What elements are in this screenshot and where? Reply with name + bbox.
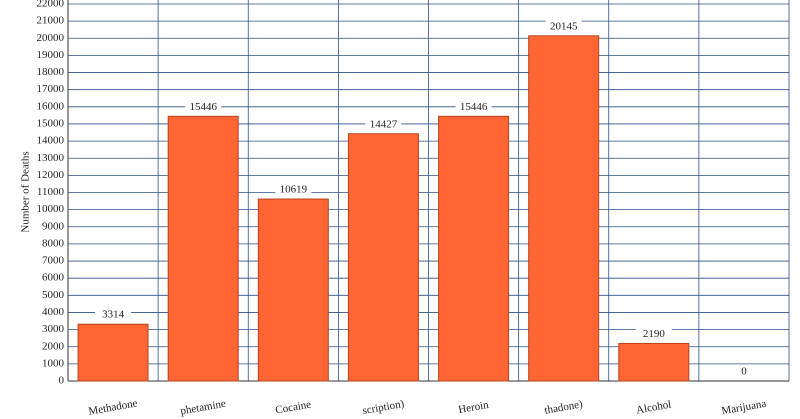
bar [528,35,600,382]
y-tick-label: 13000 [37,152,65,164]
value-label: 2190 [643,328,666,340]
x-tick-label: Marijuana [721,398,768,418]
y-tick-label: 8000 [42,237,65,249]
y-tick-label: 9000 [42,220,65,232]
x-tick-label: Heroin [457,399,490,416]
value-label-bg [725,365,762,379]
y-tick-label: 21000 [37,15,65,27]
bar [257,198,329,382]
y-tick-label: 11000 [37,186,65,198]
y-tick-label: 14000 [37,135,65,147]
value-label-bg [365,117,402,132]
x-tick-label: Alcohol [635,399,672,417]
value-label-bg [545,19,582,34]
bar [167,115,239,382]
y-tick-label: 1000 [42,357,65,369]
value-label-bg [455,100,492,115]
x-tick-label: Cocaine [274,398,312,416]
value-label: 10619 [280,184,308,196]
x-tick-label: phetamine [179,398,226,418]
bar [347,133,419,382]
value-label: 3314 [102,309,125,321]
y-tick-label: 17000 [37,83,65,95]
value-label: 20145 [550,20,578,32]
y-tick-label: 18000 [37,66,65,78]
y-tick-label: 4000 [42,306,65,318]
y-tick-label: 5000 [42,289,65,301]
x-tick-label: scription) [362,398,406,417]
y-tick-label: 16000 [37,100,65,112]
y-tick-label: 19000 [37,49,65,61]
value-label: 0 [741,366,747,378]
value-label-bg [275,183,312,198]
bar [77,323,149,382]
y-tick-label: 12000 [37,169,65,181]
bar [438,115,510,382]
x-tick-label: Methadone [88,397,139,417]
value-label-bg [635,327,672,342]
y-tick-label: 20000 [37,32,65,44]
value-label-bg [95,308,132,323]
value-label: 15446 [189,101,217,113]
y-tick-label: 2000 [42,340,65,352]
y-tick-label: 22000 [37,0,65,10]
bar [618,342,690,382]
y-tick-label: 6000 [42,272,65,284]
value-label: 15446 [460,101,488,113]
y-tick-label: 15000 [37,117,65,129]
y-tick-label: 3000 [42,323,65,335]
value-label: 14427 [370,118,398,130]
y-tick-label: 10000 [37,203,65,215]
x-tick-label: thadone) [544,398,584,417]
y-tick-label: 7000 [42,255,65,267]
y-axis-title: Number of Deaths [20,151,32,232]
y-tick-label: 0 [59,375,65,387]
value-label-bg [185,100,222,115]
